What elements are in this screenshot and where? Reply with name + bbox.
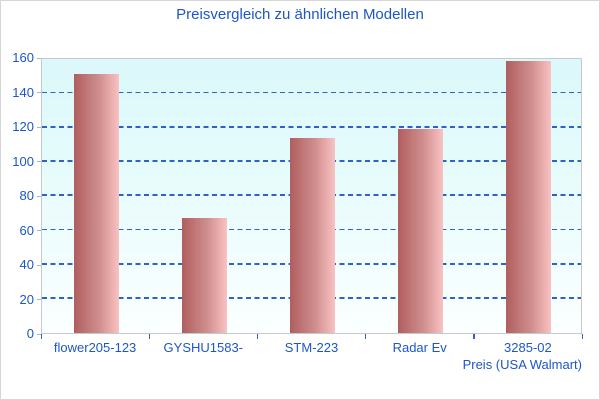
y-axis-tick — [37, 126, 41, 128]
y-axis-tick — [37, 92, 41, 93]
bar-flower205-123 — [73, 74, 119, 333]
y-axis-tick-label: 140 — [12, 84, 34, 100]
y-axis-tick-label: 40 — [19, 257, 34, 272]
bar-3285-02 — [506, 60, 552, 333]
y-axis-tick — [37, 299, 41, 300]
y-axis-tick-label: 120 — [12, 119, 34, 134]
x-axis-title: Preis (USA Walmart) — [462, 357, 582, 372]
y-axis-tick-label: 60 — [19, 222, 34, 238]
x-axis-tick — [40, 334, 42, 339]
x-axis-category-label: Radar Ev — [392, 340, 447, 355]
bar-Radar Ev — [398, 129, 444, 333]
y-axis-tick — [37, 333, 41, 335]
y-axis-tick — [37, 230, 41, 231]
x-axis-category-label: flower205-123 — [53, 340, 137, 355]
x-axis-tick — [581, 334, 583, 339]
x-axis-tick — [256, 334, 259, 339]
y-axis-tick-label: 20 — [19, 291, 34, 307]
x-axis-category-label: GYSHU1583- — [163, 340, 244, 355]
x-axis-category-label: STM-223 — [284, 340, 339, 355]
gridline — [42, 91, 581, 94]
gridline — [42, 125, 581, 128]
x-axis-category-label: 3285-02 — [504, 340, 552, 355]
y-axis-tick-label: 160 — [12, 50, 34, 65]
y-axis-tick-label: 0 — [26, 326, 34, 341]
y-axis-tick — [37, 161, 41, 162]
y-axis-tick-label: 80 — [19, 188, 34, 203]
y-axis-tick — [37, 57, 41, 59]
bar-STM-223 — [290, 137, 335, 333]
x-axis-tick — [365, 334, 367, 339]
plot-area — [41, 58, 582, 334]
y-axis-tick — [37, 264, 41, 266]
y-axis-tick — [37, 195, 41, 197]
bar-GYSHU1583- — [181, 218, 227, 333]
y-axis-tick-label: 100 — [12, 153, 34, 169]
chart-title: Preisvergleich zu ähnlichen Modellen — [176, 6, 424, 23]
x-axis-tick — [148, 334, 151, 339]
x-axis-tick — [473, 334, 475, 339]
